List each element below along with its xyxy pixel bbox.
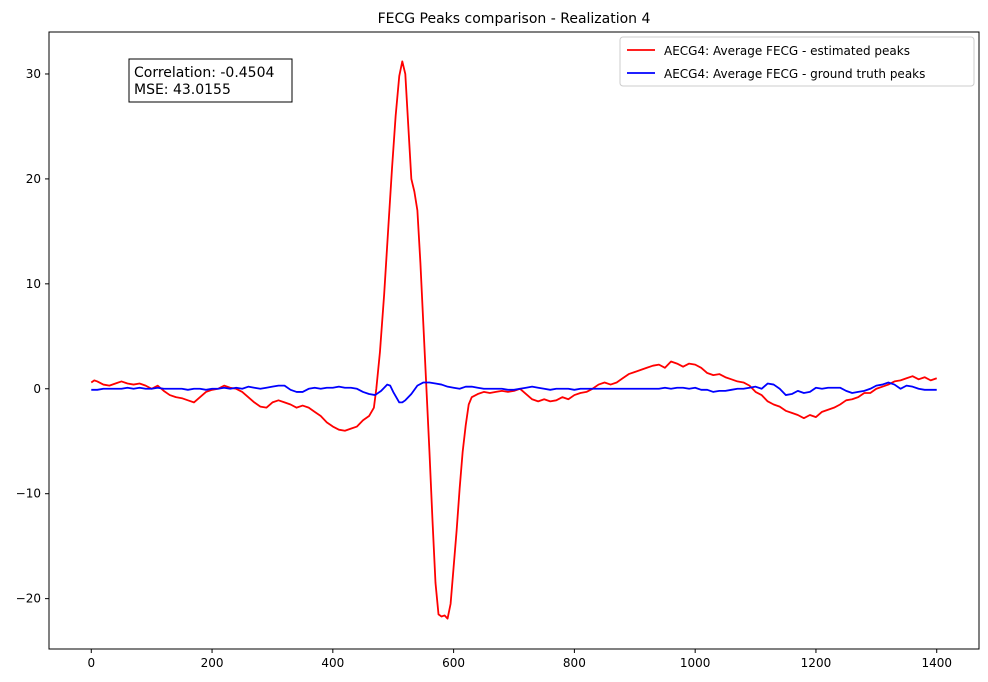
annotation-frame bbox=[128, 58, 293, 103]
y-tick-label: −20 bbox=[16, 592, 41, 606]
series-line-ground-truth bbox=[91, 381, 937, 404]
x-tick-label: 1400 bbox=[921, 656, 952, 670]
y-tick-label: −10 bbox=[16, 487, 41, 501]
plot-frame bbox=[48, 31, 980, 650]
y-tick-label: 0 bbox=[33, 382, 41, 396]
y-tick-label: 20 bbox=[26, 172, 41, 186]
x-tick-label: 1000 bbox=[680, 656, 711, 670]
x-tick-label: 400 bbox=[321, 656, 344, 670]
x-tick-label: 1200 bbox=[801, 656, 832, 670]
y-axis: −20 −10 0 10 20 30 bbox=[16, 67, 49, 606]
plot-lines bbox=[90, 60, 938, 620]
annotation-box: Correlation: -0.4504 MSE: 43.0155 bbox=[128, 58, 293, 103]
x-tick-label: 0 bbox=[87, 656, 95, 670]
x-tick-label: 600 bbox=[442, 656, 465, 670]
legend: AECG4: Average FECG - estimated peaks AE… bbox=[619, 36, 975, 87]
chart-title: FECG Peaks comparison - Realization 4 bbox=[378, 11, 651, 27]
series-line-estimated bbox=[90, 60, 938, 620]
x-tick-label: 800 bbox=[563, 656, 586, 670]
annotation-mse: MSE: 43.0155 bbox=[134, 82, 231, 98]
x-axis: 0 200 400 600 800 1000 1200 1400 bbox=[87, 649, 952, 670]
legend-label-estimated: AECG4: Average FECG - estimated peaks bbox=[664, 44, 910, 58]
legend-label-ground-truth: AECG4: Average FECG - ground truth peaks bbox=[664, 67, 925, 81]
legend-frame bbox=[619, 36, 975, 87]
x-tick-label: 200 bbox=[201, 656, 224, 670]
y-tick-label: 10 bbox=[26, 277, 41, 291]
annotation-correlation: Correlation: -0.4504 bbox=[134, 65, 274, 81]
y-tick-label: 30 bbox=[26, 67, 41, 81]
